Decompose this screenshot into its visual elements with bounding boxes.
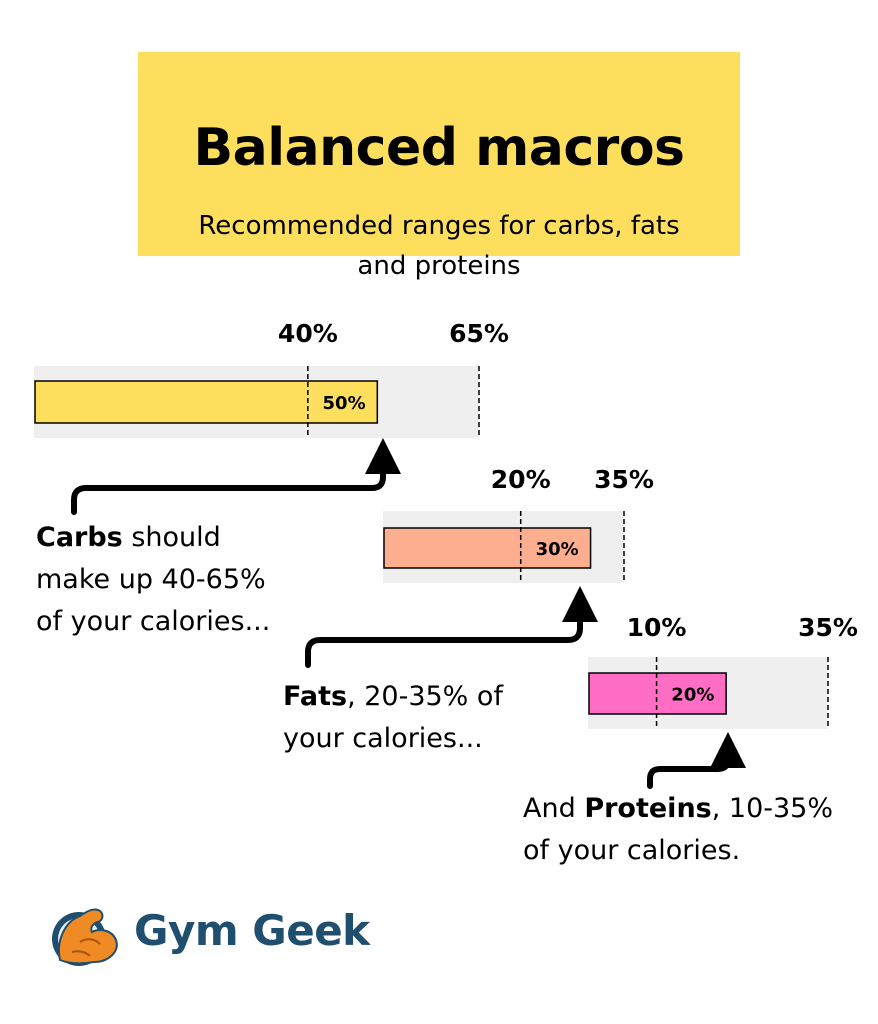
fats-caption: Fats, 20-35% of your calories... (283, 676, 503, 760)
fats-caption-line2: your calories... (283, 723, 483, 754)
proteins-value-label: 20% (671, 685, 714, 706)
fats-range-max-label: 35% (594, 465, 654, 494)
callout-arrows (71, 438, 746, 789)
proteins-range-max-label: 35% (798, 613, 858, 642)
fats-range-min-label: 20% (491, 465, 551, 494)
carbs-caption-bold: Carbs (36, 522, 123, 553)
carbs-caption-line3: of your calories... (36, 606, 271, 637)
carbs-range-max-label: 65% (449, 319, 509, 348)
proteins-caption-rest: , 10-35% (711, 793, 834, 824)
flexing-arm-icon (52, 908, 118, 966)
carbs-caption-line2: make up 40-65% (36, 564, 266, 595)
fats-value-label: 30% (536, 539, 579, 560)
subtitle-line-1: Recommended ranges for carbs, fats (198, 211, 680, 241)
proteins-arrow (647, 732, 746, 789)
fats-caption-bold: Fats (283, 681, 348, 712)
carbs-bar (34, 380, 379, 424)
proteins-caption-pre: And (523, 793, 585, 824)
carbs-range-min-label: 40% (278, 319, 338, 348)
proteins-range-min-label: 10% (627, 613, 687, 642)
carbs-caption: Carbs should make up 40-65% of your calo… (36, 517, 270, 643)
subtitle-line-2: and proteins (357, 251, 521, 281)
carbs-caption-rest: should (122, 522, 221, 553)
carbs-value-label: 50% (323, 393, 366, 414)
page-subtitle: Recommended ranges for carbs, fats and p… (178, 206, 700, 286)
proteins-bar (588, 672, 727, 715)
fats-arrow (305, 586, 598, 668)
brand-name: Gym Geek (134, 906, 370, 955)
page-title: Balanced macros (193, 118, 686, 178)
fats-bar (383, 527, 592, 569)
proteins-caption-bold: Proteins (584, 793, 712, 824)
fats-caption-rest: , 20-35% of (347, 681, 503, 712)
title-banner: Balanced macros Recommended ranges for c… (138, 52, 740, 281)
carbs-arrow (71, 438, 401, 515)
proteins-caption-line2: of your calories. (523, 835, 741, 866)
proteins-caption: And Proteins, 10-35% of your calories. (523, 788, 833, 872)
